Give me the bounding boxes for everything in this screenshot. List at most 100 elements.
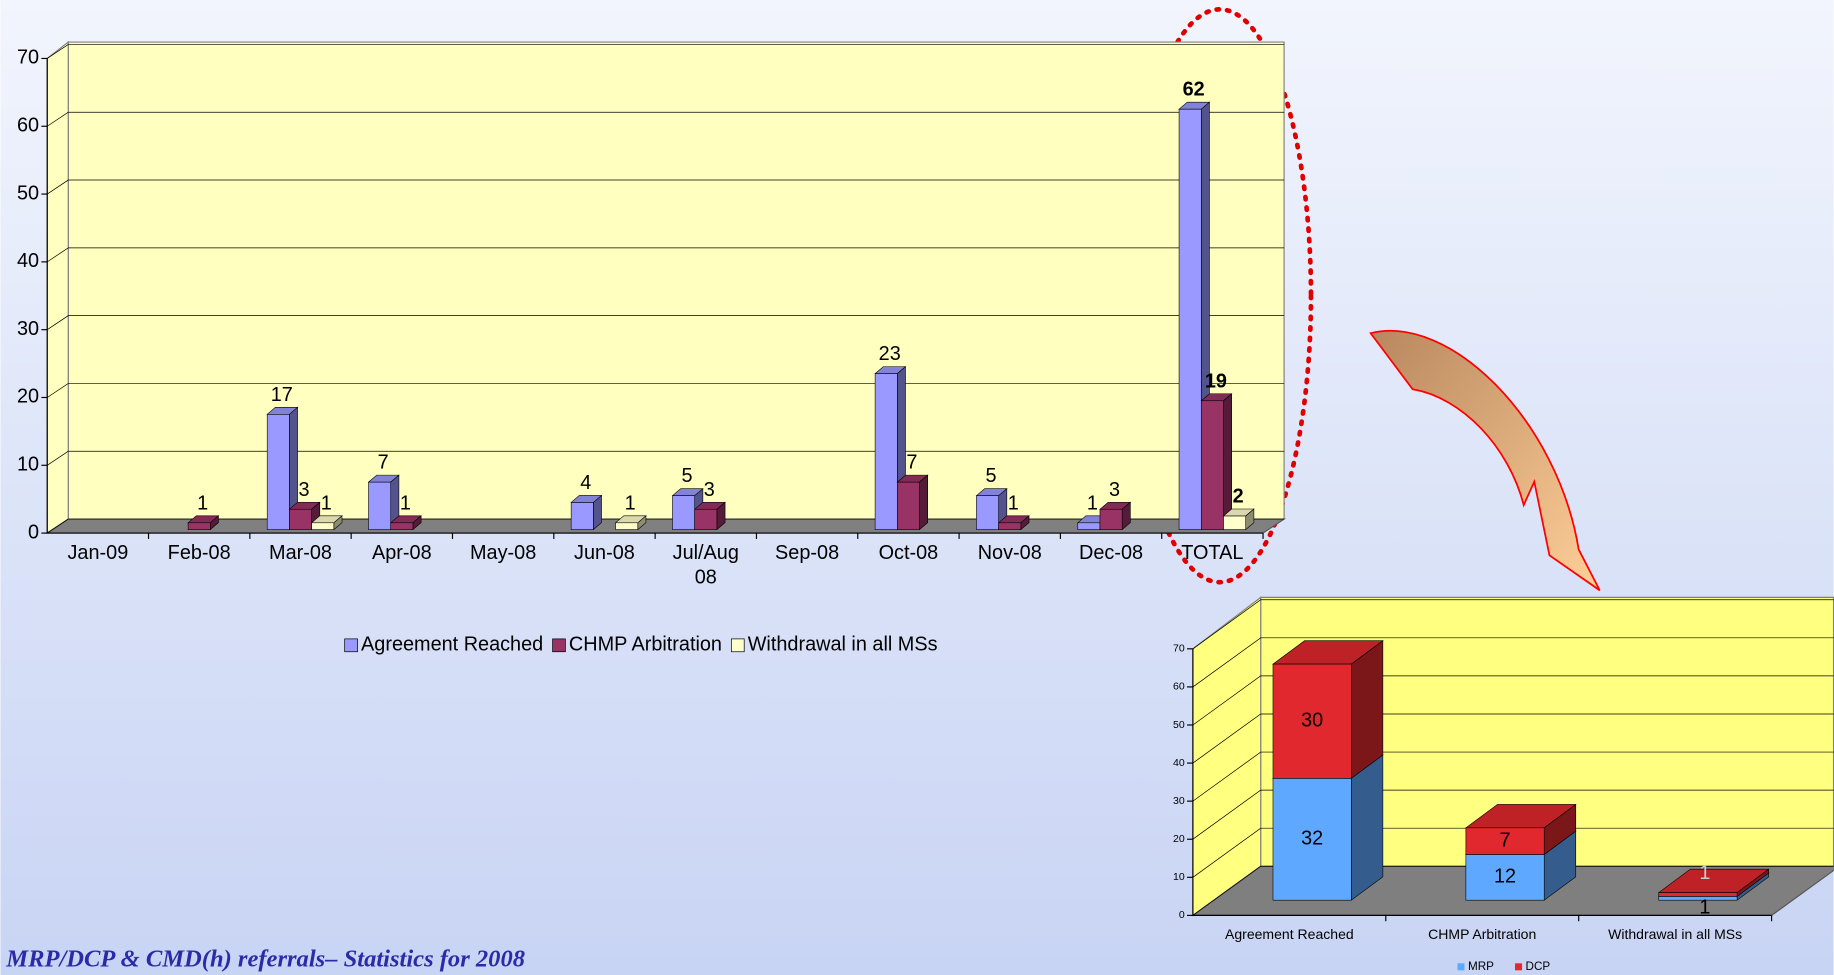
legend: MRP DCP xyxy=(1457,960,1550,973)
data-label: 32 xyxy=(1301,828,1323,850)
legend-label: Agreement Reached xyxy=(361,634,543,656)
data-label: 7 xyxy=(906,452,917,474)
back-wall xyxy=(67,41,1285,520)
legend-swatch xyxy=(344,638,358,653)
data-label: 7 xyxy=(1500,829,1511,851)
data-label: 17 xyxy=(271,384,293,406)
x-tick-label-box: Jul/Aug 08 xyxy=(673,541,739,588)
y-tick-label: 10 xyxy=(17,454,39,476)
bar xyxy=(368,481,392,530)
data-label: 23 xyxy=(879,343,901,365)
bar xyxy=(187,522,211,530)
y-tick-label: 60 xyxy=(1173,681,1185,693)
data-label: 1 xyxy=(625,492,636,514)
bar xyxy=(390,522,414,530)
bar xyxy=(1658,896,1738,901)
y-tick-label: 70 xyxy=(1173,643,1185,655)
bar xyxy=(570,502,594,530)
data-label: 7 xyxy=(378,452,389,474)
y-tick-label: 40 xyxy=(17,250,39,272)
data-label: 1 xyxy=(1087,492,1098,514)
grid-line xyxy=(1192,751,1834,802)
grid-line xyxy=(1192,827,1834,878)
bar xyxy=(1200,400,1224,530)
y-tick-label: 30 xyxy=(17,318,39,340)
x-tick-label-box: Mar-08 xyxy=(269,541,332,564)
bar xyxy=(874,373,898,530)
x-tick-label: Sep-08 xyxy=(775,541,840,564)
bar xyxy=(1272,663,1352,779)
legend-label: DCP xyxy=(1526,960,1551,973)
data-label: 5 xyxy=(682,465,693,487)
y-tick-label: 20 xyxy=(1173,833,1185,845)
y-tick-label: 50 xyxy=(17,182,39,204)
y-tick-label: 40 xyxy=(1173,757,1185,769)
grid-line xyxy=(47,315,1285,330)
bar-side xyxy=(1223,393,1232,531)
data-label: 19 xyxy=(1205,370,1227,392)
x-tick-label-box: CHMP Arbitration xyxy=(1428,926,1536,942)
y-tick-label: 60 xyxy=(17,115,39,137)
legend-label: CHMP Arbitration xyxy=(569,634,722,656)
x-tick-label-box: Jun-08 xyxy=(574,541,635,563)
data-label: 1 xyxy=(321,492,332,514)
data-label: 1 xyxy=(1008,492,1019,514)
data-label: 1 xyxy=(1699,897,1710,919)
x-tick-label: Withdrawal in all MSs xyxy=(1608,925,1743,943)
x-tick-label: Feb-08 xyxy=(167,541,231,564)
bar xyxy=(1272,778,1352,901)
grid-line xyxy=(47,111,1285,127)
y-tick-label: 70 xyxy=(17,47,39,69)
x-tick-label: Agreement Reached xyxy=(1224,925,1354,943)
grid-line xyxy=(1192,637,1834,688)
x-tick-label-box: May-08 xyxy=(470,541,536,563)
y-tick-label: 30 xyxy=(1173,795,1185,807)
bar xyxy=(1223,515,1246,530)
bar-side xyxy=(1351,754,1384,901)
x-tick-label: Mar-08 xyxy=(269,541,332,564)
data-label: 5 xyxy=(986,465,997,487)
bar xyxy=(694,508,718,530)
legend-swatch xyxy=(730,638,745,653)
y-tick-label: 0 xyxy=(28,521,39,543)
legend-label: MRP xyxy=(1468,960,1494,973)
grid-line xyxy=(47,247,1285,263)
bar xyxy=(1465,854,1545,901)
bar xyxy=(976,495,999,530)
grid-line xyxy=(1192,789,1834,840)
footer: MRP/DCP & CMD(h) referrals– Statistics f… xyxy=(5,946,525,973)
bar xyxy=(615,522,639,530)
y-tick-label: 50 xyxy=(1173,719,1185,731)
legend-swatch xyxy=(552,638,566,653)
x-tick-label-box: Nov-08 xyxy=(977,541,1042,564)
legend-label: Withdrawal in all MSs xyxy=(748,634,938,656)
x-tick-label: Nov-08 xyxy=(977,541,1042,564)
x-tick-label-box: Jan-09 xyxy=(67,541,129,564)
data-label: 3 xyxy=(298,479,309,501)
bar xyxy=(1077,522,1101,530)
x-tick-label-box: Withdrawal in all MSs xyxy=(1608,925,1743,943)
data-label: 62 xyxy=(1183,79,1205,101)
bar xyxy=(266,414,290,530)
x-tick-label-box: Sep-08 xyxy=(775,541,840,564)
side-wall xyxy=(46,40,69,535)
bar xyxy=(289,508,312,530)
grid-line xyxy=(1192,713,1834,764)
y-tick-label: 10 xyxy=(1173,871,1185,883)
bar xyxy=(1178,108,1202,530)
data-label: 3 xyxy=(1109,479,1120,501)
grid-line xyxy=(47,44,1285,59)
x-tick-label: Jan-09 xyxy=(67,541,129,564)
bar xyxy=(897,481,920,530)
x-tick-label: Dec-08 xyxy=(1079,541,1144,564)
y-tick-label: 0 xyxy=(1179,909,1185,921)
grid-line xyxy=(1192,865,1834,916)
data-label: 1 xyxy=(400,492,411,514)
grid-line xyxy=(1192,675,1834,726)
x-tick-label-box: TOTAL xyxy=(1181,541,1243,563)
x-tick-label-box: Feb-08 xyxy=(167,541,231,564)
x-tick-label: Oct-08 xyxy=(878,541,939,564)
legend: Agreement Reached CHMP Arbitration Withdra… xyxy=(344,634,938,656)
x-tick-label-box: Dec-08 xyxy=(1079,541,1144,564)
